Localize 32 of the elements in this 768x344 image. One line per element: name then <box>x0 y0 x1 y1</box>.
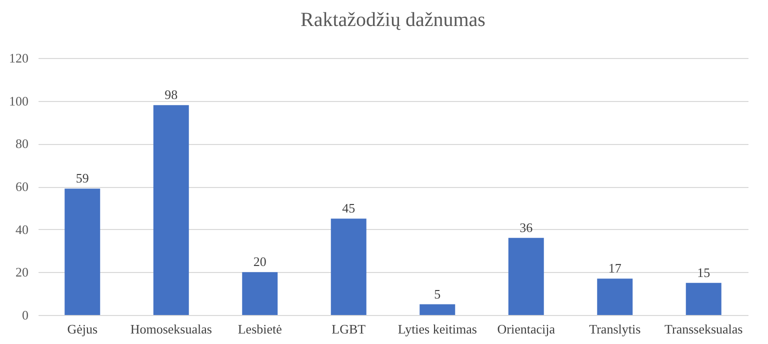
y-tick-label: 120 <box>9 50 28 66</box>
data-label: 15 <box>697 264 710 280</box>
x-tick-label: Lyties keitimas <box>398 322 477 336</box>
chart-title: Raktažodžių dažnumas <box>300 9 486 31</box>
y-tick-label: 0 <box>22 308 28 322</box>
x-tick-label: Translytis <box>589 322 641 336</box>
y-tick-label: 100 <box>9 93 28 108</box>
data-label: 45 <box>342 200 356 216</box>
y-tick-label: 60 <box>16 179 28 194</box>
y-tick-label: 40 <box>16 222 28 237</box>
bar <box>153 105 189 315</box>
x-tick-label: Orientacija <box>497 322 556 336</box>
bar <box>242 272 278 315</box>
x-tick-label: Lesbietė <box>238 322 282 336</box>
y-tick-label: 80 <box>16 136 28 152</box>
y-tick-label: 20 <box>16 264 28 280</box>
bar <box>597 278 633 315</box>
data-label: 20 <box>253 254 266 270</box>
data-label: 17 <box>608 260 622 276</box>
x-tick-label: Transseksualas <box>664 322 743 336</box>
data-label: 59 <box>76 170 89 186</box>
bar <box>508 238 544 315</box>
data-label: 98 <box>164 87 178 102</box>
x-tick-label: Gėjus <box>67 322 98 336</box>
bar <box>64 188 100 315</box>
bar <box>686 282 722 315</box>
x-tick-label: LGBT <box>332 322 366 336</box>
bar <box>420 304 456 315</box>
data-label: 36 <box>520 220 534 235</box>
data-label: 5 <box>434 286 441 302</box>
bar <box>330 218 366 315</box>
x-tick-label: Homoseksualas <box>130 322 212 336</box>
